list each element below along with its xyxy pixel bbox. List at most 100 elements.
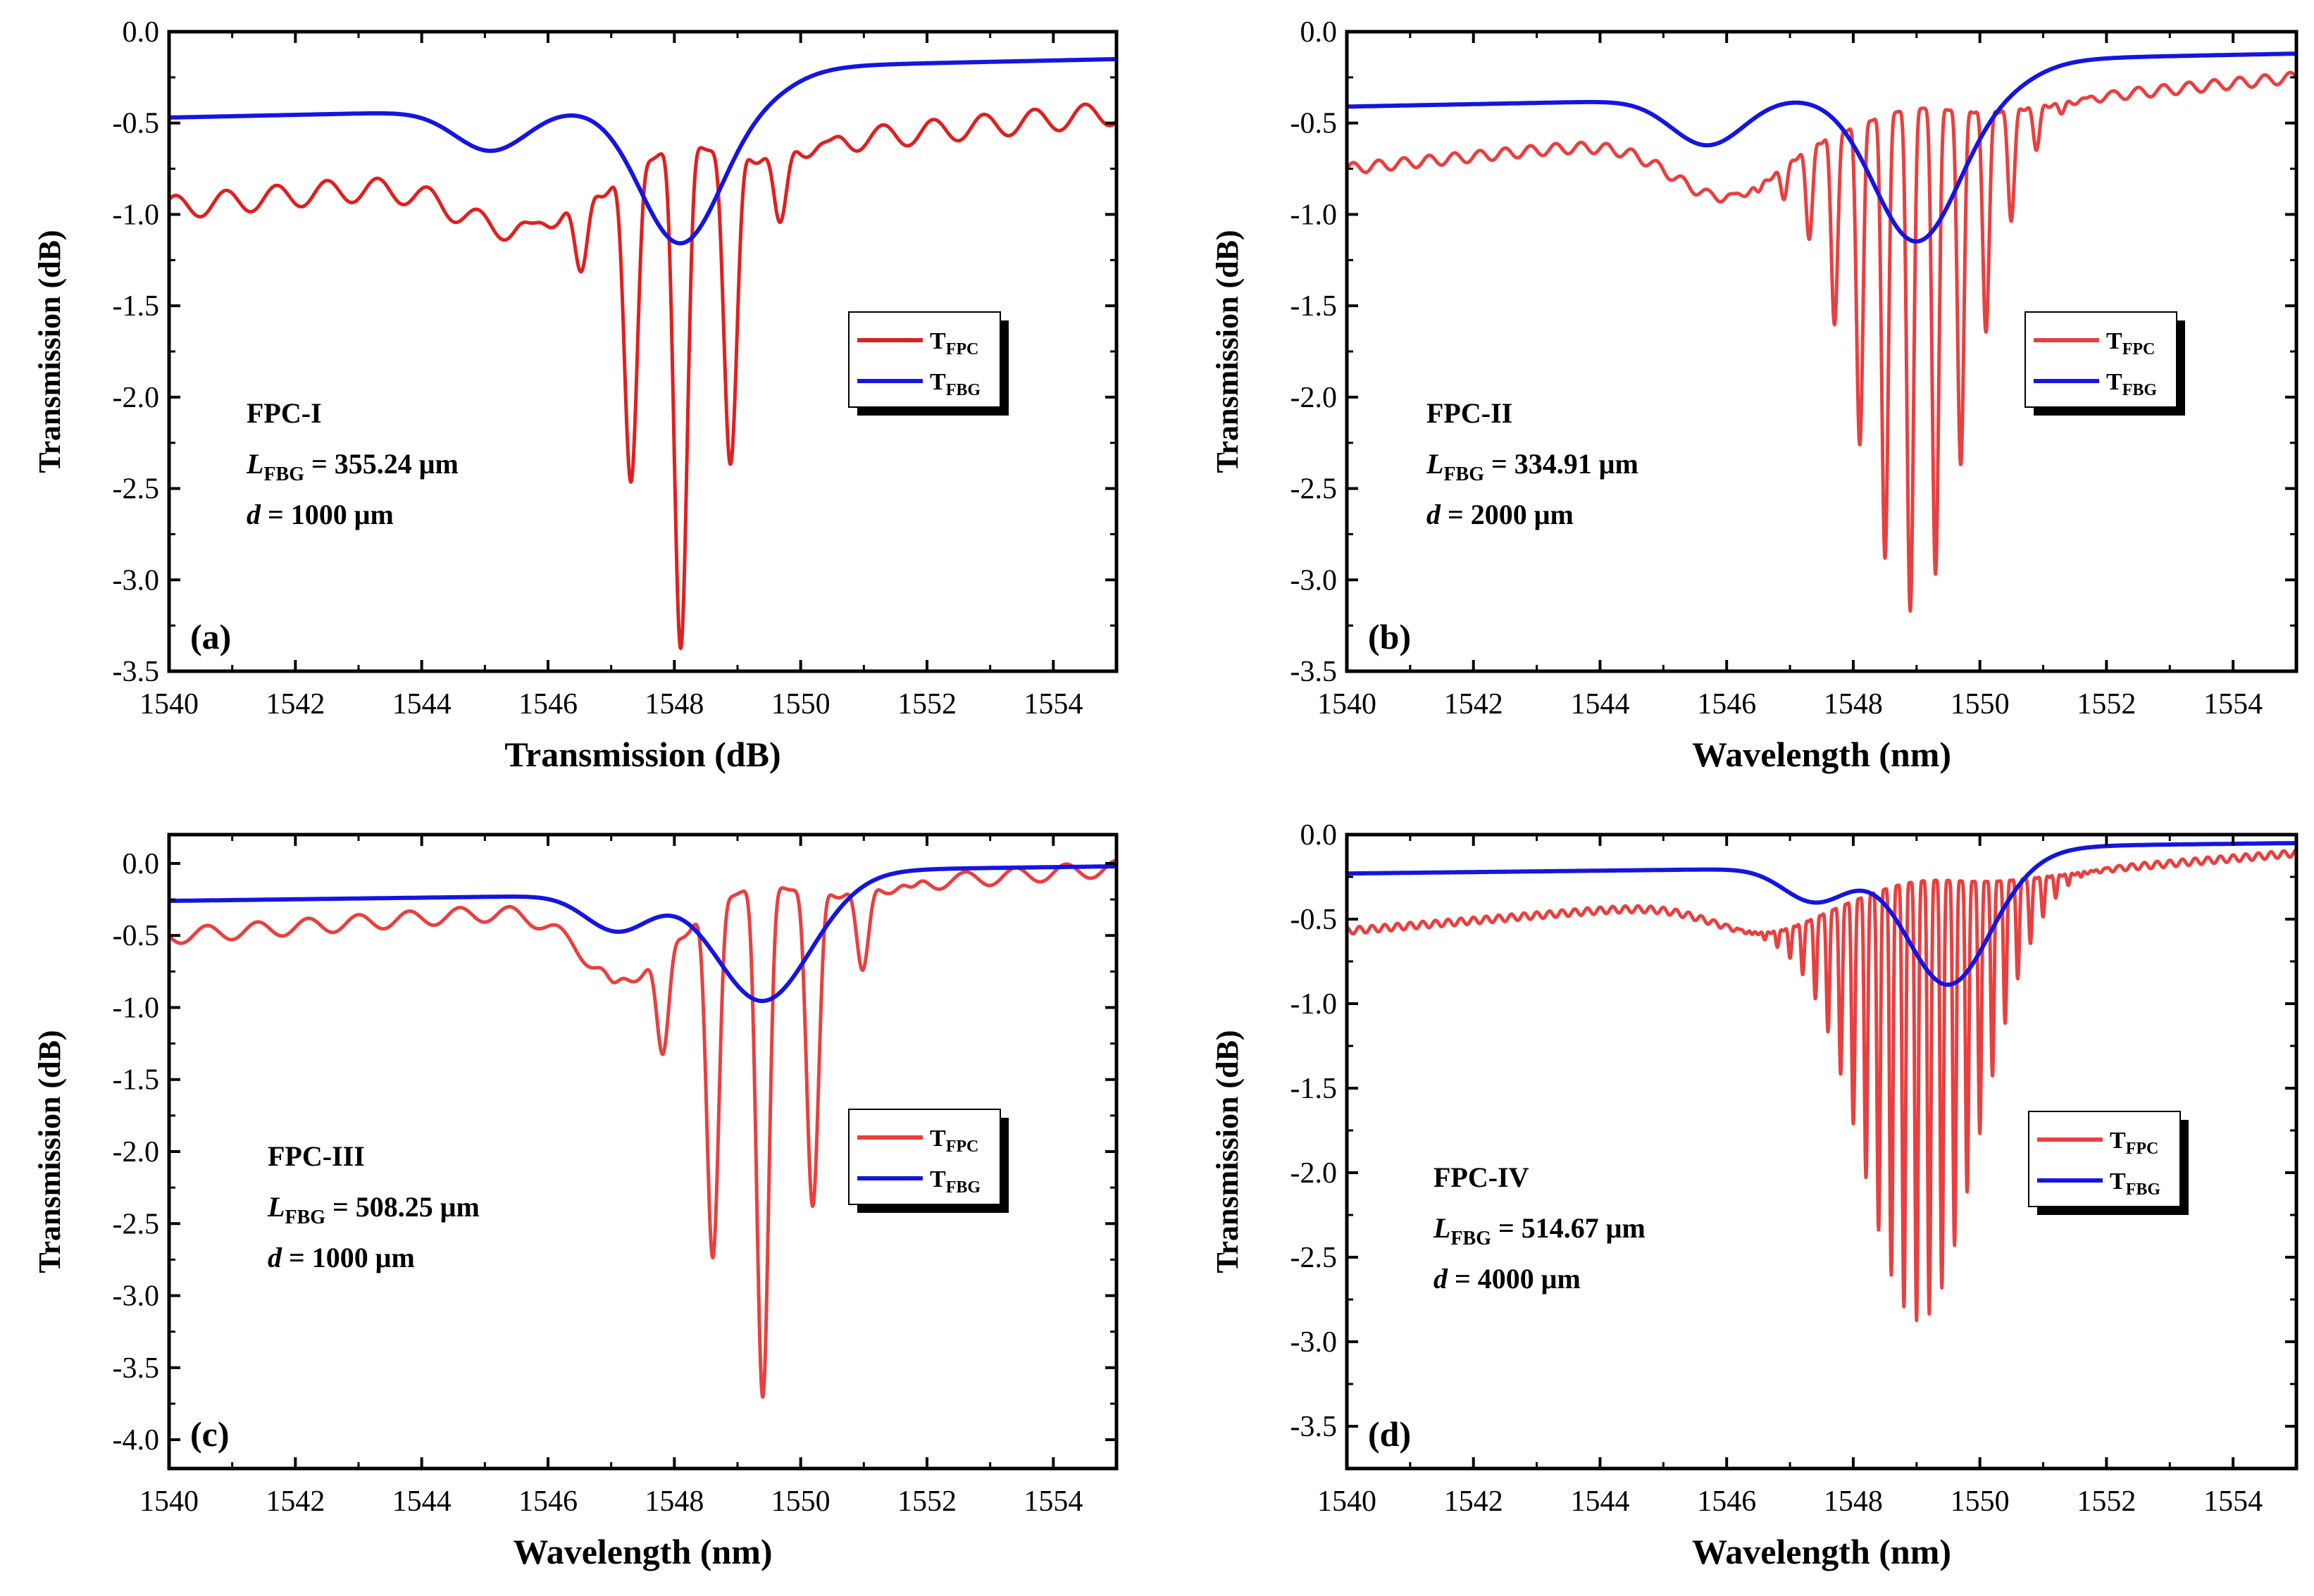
series-line-t-fbg (169, 56, 1116, 246)
x-tick-label: 1554 (1024, 1485, 1083, 1518)
x-tick-label: 1540 (1317, 688, 1376, 721)
y-tick-label: -3.0 (113, 1280, 160, 1313)
x-tick-label: 1540 (139, 688, 199, 721)
series-line-t-fpc (1347, 70, 2296, 613)
x-tick-label: 1552 (2077, 688, 2136, 721)
series-line-t-fbg (1347, 841, 2296, 987)
cavity-length: d = 1000 μm (247, 499, 394, 530)
legend-label-fpc: TFPC (930, 328, 978, 359)
legend-subscript: FBG (2126, 1180, 2161, 1199)
y-tick-label: -3.5 (113, 656, 160, 688)
x-tick-label: 1546 (518, 1485, 578, 1518)
cavity-length-symbol: d (1426, 499, 1441, 530)
y-tick-label: -3.0 (1290, 564, 1338, 597)
series-line-t-fbg (169, 864, 1116, 1004)
fbg-length: LFBG = 514.67 μm (1433, 1212, 1646, 1249)
legend-main: T (2110, 1128, 2126, 1154)
legend-main: T (2110, 1168, 2126, 1195)
x-tick-label: 1550 (771, 1485, 831, 1518)
device-name: FPC-II (1426, 397, 1512, 429)
fbg-length-subscript: FBG (263, 463, 304, 485)
series-line-t-fpc (169, 859, 1116, 1399)
x-tick-label: 1554 (2203, 688, 2263, 721)
legend-label-fpc: TFPC (930, 1126, 978, 1156)
y-tick-label: -1.5 (113, 290, 160, 323)
x-tick-label: 1548 (645, 688, 704, 721)
y-tick-label: -2.0 (1290, 1157, 1338, 1190)
fbg-length-subscript: FBG (285, 1207, 325, 1228)
x-tick-label: 1540 (139, 1485, 199, 1518)
cavity-length-symbol: d (1433, 1263, 1448, 1295)
legend-subscript: FPC (946, 340, 979, 359)
fbg-length: LFBG = 508.25 μm (267, 1191, 480, 1228)
device-name: FPC-I (247, 397, 322, 429)
device-name: FPC-III (268, 1140, 365, 1172)
legend-subscript: FBG (946, 1178, 981, 1197)
cavity-length-value: = 1000 μm (261, 499, 394, 530)
x-tick-label: 1544 (1570, 688, 1629, 721)
fbg-length: LFBG = 334.91 μm (1426, 448, 1638, 485)
cavity-length-value: = 4000 μm (1448, 1263, 1581, 1295)
x-tick-label: 1550 (1951, 1485, 2010, 1518)
fbg-length-value: = 508.25 μm (325, 1191, 480, 1223)
fbg-length: LFBG = 355.24 μm (246, 448, 459, 485)
panel-label: (b) (1368, 617, 1411, 656)
y-tick-label: -2.5 (1290, 473, 1338, 506)
y-tick-label: -0.5 (1290, 904, 1338, 936)
y-tick-label: -4.0 (113, 1424, 160, 1457)
legend-box (2028, 1111, 2181, 1207)
y-tick-label: -3.0 (1290, 1326, 1338, 1359)
x-tick-label: 1544 (392, 688, 452, 721)
y-tick-label: -0.5 (1290, 108, 1338, 140)
y-tick-label: -2.0 (113, 1136, 160, 1168)
cavity-length-symbol: d (247, 499, 261, 530)
x-axis-label: Wavelength (nm) (1692, 735, 1951, 774)
x-tick-label: 1554 (1024, 688, 1083, 721)
x-tick-label: 1552 (2077, 1485, 2136, 1518)
legend-label-fbg: TFBG (2110, 1168, 2160, 1199)
legend-label-fpc: TFPC (2106, 328, 2155, 359)
series-line-t-fpc (169, 102, 1116, 650)
legend-label-fpc: TFPC (2110, 1128, 2158, 1158)
fbg-length-symbol: L (246, 448, 263, 480)
fbg-length-subscript: FBG (1450, 1228, 1491, 1249)
x-tick-label: 1550 (1951, 688, 2010, 721)
y-tick-label: 0.0 (123, 16, 160, 49)
fbg-length-symbol: L (1426, 448, 1443, 480)
x-tick-label: 1554 (2203, 1485, 2263, 1518)
cavity-length: d = 4000 μm (1433, 1263, 1581, 1295)
legend-main: T (930, 328, 946, 354)
cavity-length-value: = 1000 μm (282, 1242, 415, 1273)
x-tick-label: 1552 (897, 1485, 957, 1518)
y-tick-label: -2.5 (113, 1208, 160, 1240)
legend-label-fbg: TFBG (2106, 369, 2157, 399)
panel-a: 1540 1542 1544 1546 1548 1550 1552 1554 0.0 -0.5 -… (32, 16, 1119, 774)
panel-c: 1540 1542 1544 1546 1548 1550 1552 1554 0.0 -0.5 -… (32, 833, 1119, 1571)
legend-subscript: FPC (2126, 1140, 2159, 1158)
y-tick-label: -1.5 (1290, 1073, 1338, 1105)
x-tick-label: 1542 (266, 688, 325, 721)
fbg-length-symbol: L (1433, 1212, 1450, 1244)
y-tick-label: -1.0 (113, 992, 160, 1024)
fbg-length-value: = 355.24 μm (304, 448, 459, 480)
panel-b: 1540 1542 1544 1546 1548 1550 1552 1554 0.0 -0.5 -… (1210, 16, 2299, 774)
x-tick-label: 1542 (1444, 688, 1503, 721)
y-axis-label: Transmission (dB) (32, 230, 67, 473)
fbg-length-symbol: L (267, 1191, 285, 1223)
x-axis-label: Wavelength (nm) (1692, 1532, 1951, 1571)
legend-main: T (2106, 369, 2122, 395)
legend-box (2024, 311, 2177, 408)
y-tick-label: -2.5 (1290, 1242, 1338, 1274)
y-tick-label: -0.5 (113, 108, 160, 140)
x-tick-label: 1550 (771, 688, 831, 721)
y-tick-label: -3.5 (113, 1352, 160, 1385)
x-tick-label: 1544 (392, 1485, 452, 1518)
cavity-length-symbol: d (268, 1242, 282, 1273)
legend-label-fbg: TFBG (930, 369, 981, 399)
device-name: FPC-IV (1433, 1161, 1529, 1193)
fbg-length-value: = 334.91 μm (1484, 448, 1638, 480)
x-tick-label: 1544 (1570, 1485, 1629, 1518)
y-axis-label: Transmission (dB) (1210, 1030, 1245, 1273)
x-tick-label: 1546 (1697, 1485, 1756, 1518)
